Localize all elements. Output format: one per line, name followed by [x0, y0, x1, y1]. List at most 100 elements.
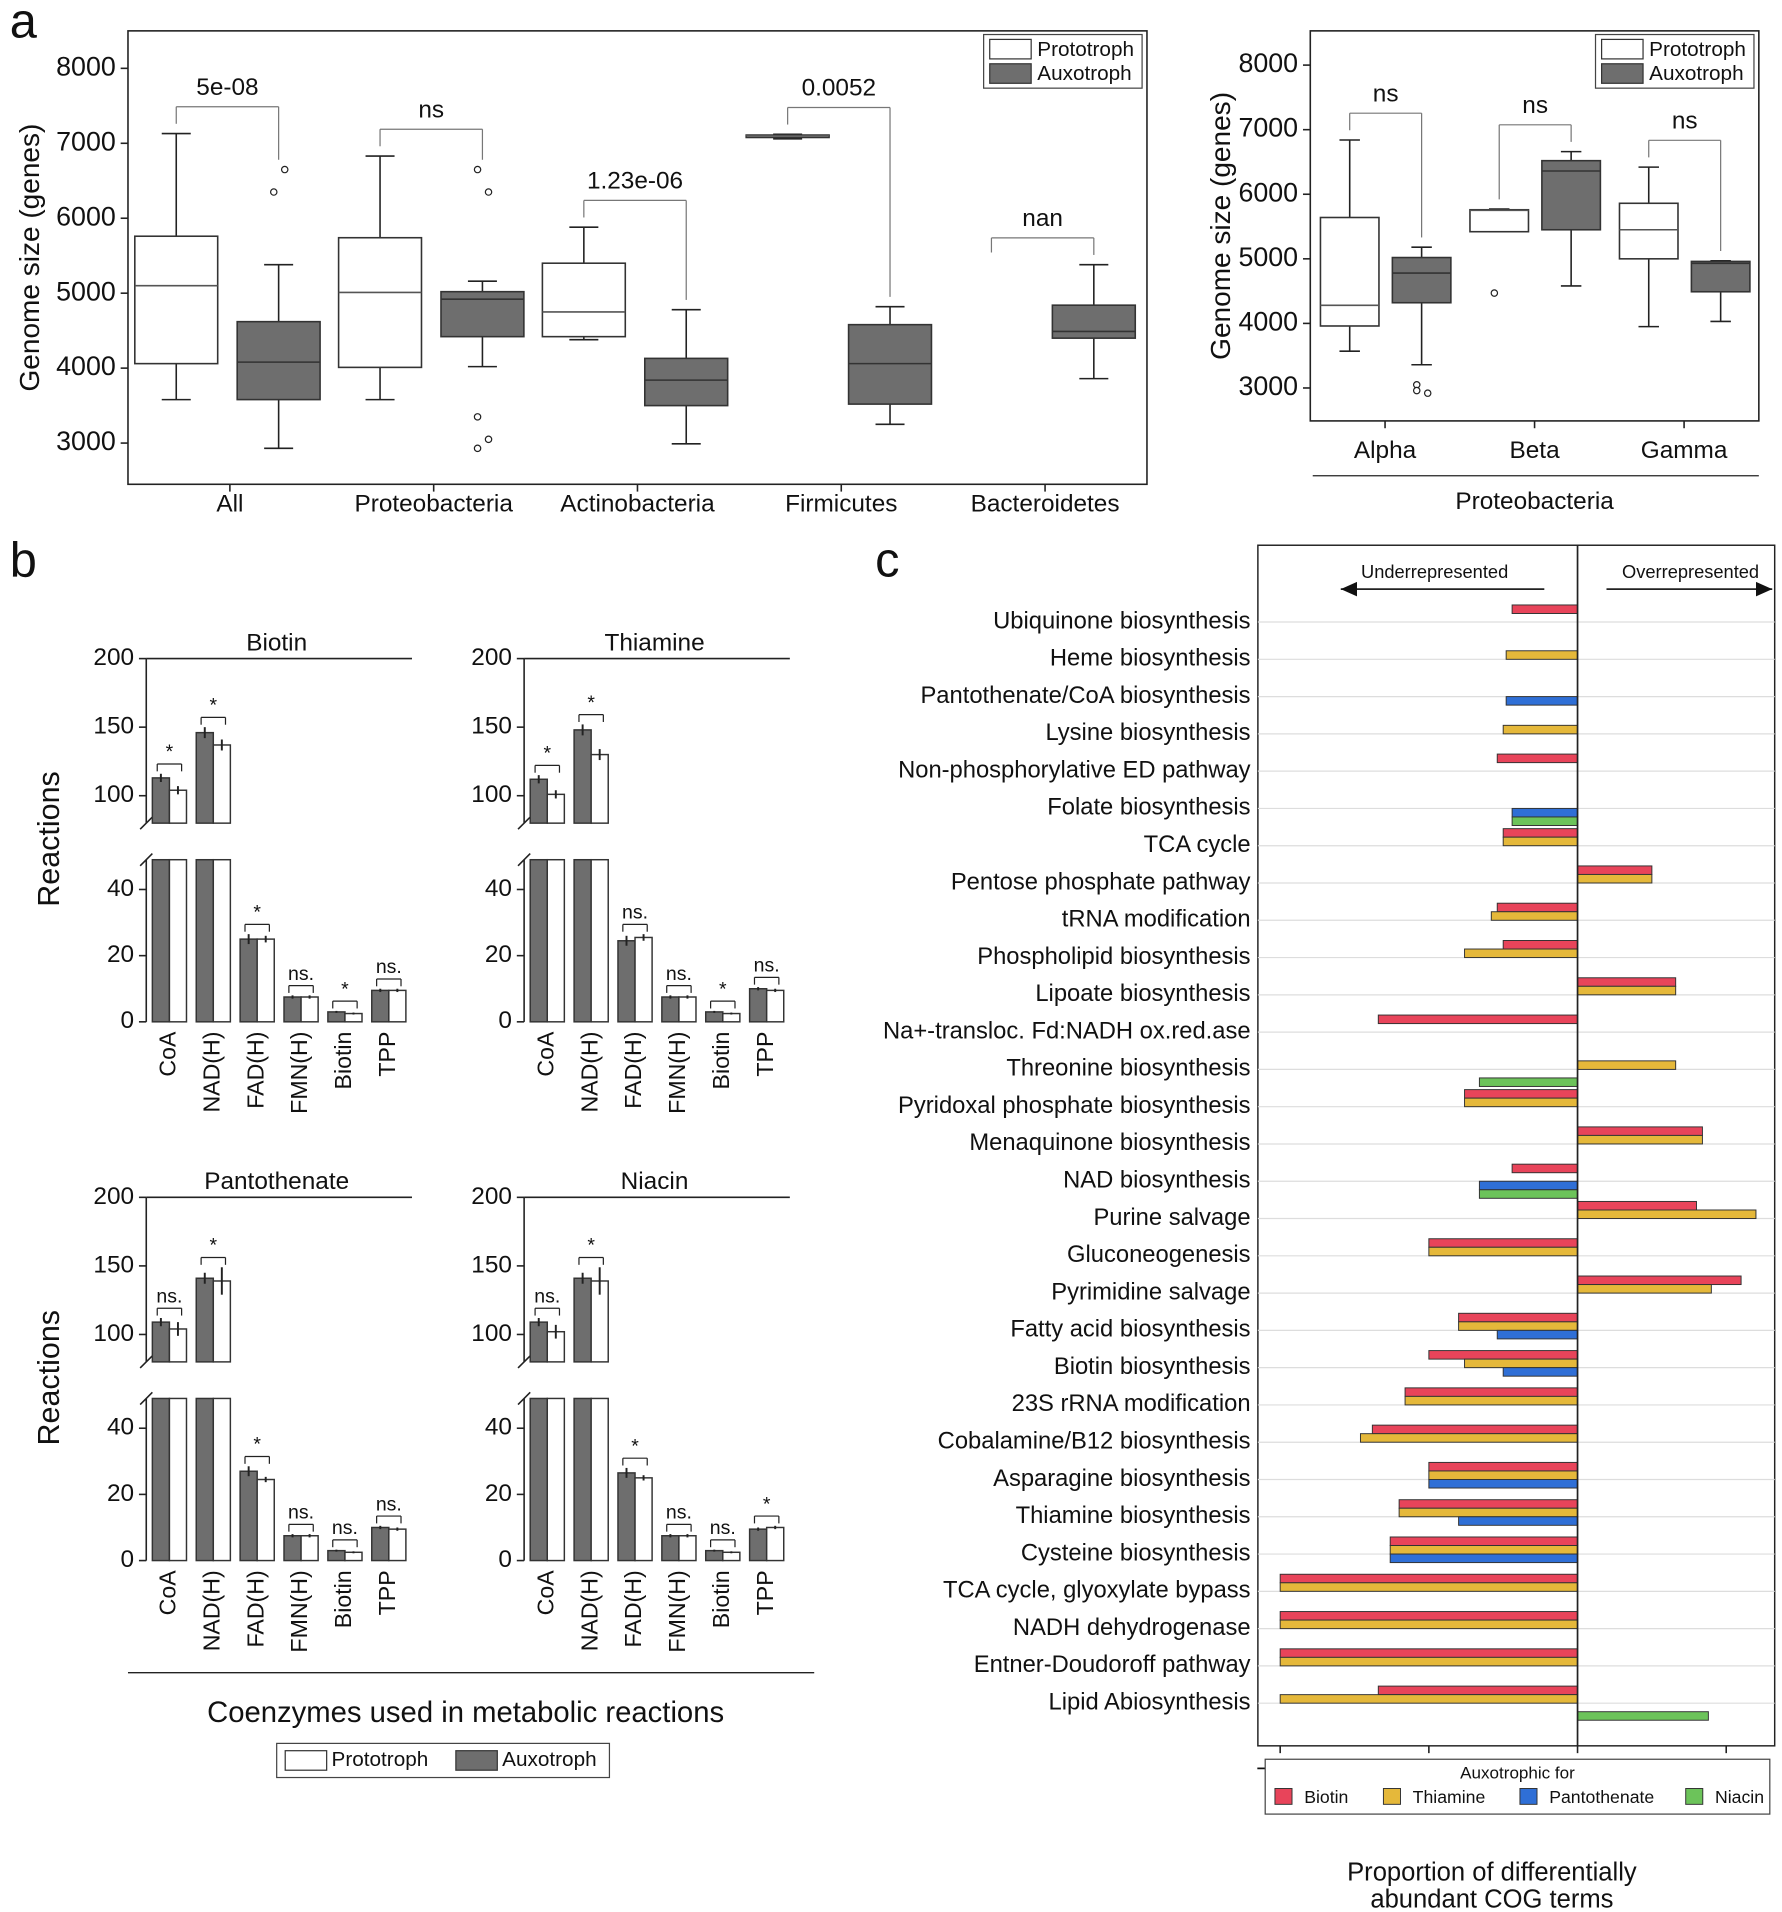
- bar: [661, 996, 680, 1023]
- bar: [1458, 1312, 1579, 1323]
- significance-label: *: [587, 692, 595, 714]
- bar: [239, 1470, 258, 1562]
- x-tick-label: NAD(H): [576, 1570, 602, 1651]
- bar: [1458, 1321, 1579, 1331]
- bar: [590, 1397, 609, 1562]
- chart-title: Niacin: [621, 1168, 689, 1195]
- annotation: Underrepresented: [1361, 561, 1508, 582]
- bar: [1511, 816, 1579, 826]
- bar: [1496, 1329, 1579, 1340]
- bar: [573, 1277, 592, 1363]
- outlier: [1490, 289, 1499, 297]
- bar: [748, 988, 768, 1023]
- bar: [617, 1472, 636, 1562]
- bar: [327, 1011, 346, 1023]
- legend-swatch: [1600, 38, 1644, 60]
- bar: [1428, 1478, 1579, 1489]
- category-label: Cysteine biosynthesis: [1021, 1539, 1251, 1566]
- bar: [1496, 753, 1579, 764]
- bar: [1505, 696, 1579, 706]
- legend-label: Auxotroph: [1649, 62, 1743, 85]
- box: [1051, 304, 1137, 339]
- significance-label: ns.: [622, 902, 648, 924]
- panel-b-x-label: Coenzymes used in metabolic reactions: [207, 1697, 724, 1729]
- y-tick-label: 8000: [56, 51, 116, 81]
- bar: [1279, 1656, 1579, 1667]
- axis-break: [139, 816, 153, 830]
- bar: [1511, 604, 1579, 614]
- bar: [195, 731, 215, 824]
- x-tick-label: Firmicutes: [785, 490, 897, 517]
- bar: [661, 1535, 680, 1562]
- axis-break: [139, 1355, 153, 1369]
- y-tick-label: 150: [471, 1251, 512, 1278]
- y-tick-label: 150: [93, 1251, 134, 1278]
- y-tick-label: 5000: [56, 276, 116, 306]
- bar: [256, 938, 275, 1023]
- x-tick-label: Gamma: [1641, 437, 1728, 464]
- bar: [1458, 1516, 1579, 1526]
- category-label: TCA cycle, glyoxylate bypass: [943, 1577, 1251, 1604]
- y-tick-label: 20: [107, 941, 134, 968]
- category-label: Folate biosynthesis: [1047, 794, 1250, 821]
- outlier: [1423, 389, 1432, 397]
- axis-break: [517, 853, 531, 867]
- bar: [1577, 1134, 1703, 1145]
- bar: [168, 1397, 188, 1562]
- bar: [195, 1277, 215, 1363]
- y-tick-label: 4000: [56, 351, 116, 381]
- bar: [1279, 1611, 1579, 1621]
- significance-label: ns.: [376, 1493, 402, 1515]
- bar: [344, 1551, 363, 1562]
- outlier: [484, 435, 493, 444]
- bar: [1428, 1246, 1579, 1257]
- bar: [1464, 1358, 1579, 1369]
- significance-label: ns: [1522, 92, 1548, 119]
- category-label: Biotin biosynthesis: [1054, 1353, 1251, 1380]
- bar: [1428, 1350, 1579, 1360]
- x-tick-label: Bacteroidetes: [971, 490, 1120, 517]
- bar: [239, 938, 258, 1023]
- bar: [1404, 1395, 1579, 1406]
- category-label: Non-phosphorylative ED pathway: [898, 756, 1251, 783]
- bar: [1577, 865, 1653, 875]
- chart-title: Thiamine: [604, 629, 704, 656]
- significance-label: 5e-08: [196, 74, 258, 101]
- bar: [1496, 902, 1579, 913]
- box: [1618, 202, 1679, 260]
- bar: [1464, 948, 1579, 959]
- x-tick-label: TPP: [374, 1570, 400, 1615]
- x-tick-label: Biotin: [330, 1570, 356, 1628]
- bar: [1389, 1545, 1579, 1555]
- panel-label: a: [10, 0, 38, 49]
- significance-label: 1.23e-06: [587, 168, 683, 195]
- bar: [388, 1528, 407, 1562]
- y-tick-label: 100: [471, 781, 512, 808]
- bar: [1502, 1367, 1579, 1377]
- axis-break: [139, 853, 153, 867]
- significance-label: ns.: [288, 1502, 314, 1524]
- y-tick-label: 40: [107, 1414, 134, 1441]
- x-tick-label: FMN(H): [286, 1032, 312, 1114]
- category-label: Pyrimidine salvage: [1051, 1278, 1250, 1305]
- category-label: Pyridoxal phosphate biosynthesis: [898, 1092, 1251, 1119]
- y-tick-label: 20: [485, 1480, 512, 1507]
- legend-label: Prototroph: [332, 1748, 429, 1771]
- x-tick-label: TPP: [374, 1032, 400, 1077]
- bar: [1279, 1573, 1579, 1584]
- bar: [195, 858, 215, 1023]
- category-label: Entner-Doudoroff pathway: [974, 1651, 1251, 1678]
- bar: [1577, 1711, 1709, 1721]
- x-tick-label: Proteobacteria: [354, 490, 513, 517]
- x-tick-label: FAD(H): [620, 1032, 646, 1109]
- x-axis-label: Proportion of differentially: [1347, 1859, 1637, 1887]
- category-label: Na+-transloc. Fd:NADH ox.red.ase: [883, 1017, 1251, 1044]
- x-tick-label: CoA: [155, 1031, 181, 1077]
- x-tick-label: FMN(H): [664, 1032, 690, 1114]
- bar: [151, 1397, 171, 1562]
- bar: [546, 1397, 566, 1562]
- bar: [1279, 1619, 1579, 1630]
- bar: [1398, 1499, 1579, 1509]
